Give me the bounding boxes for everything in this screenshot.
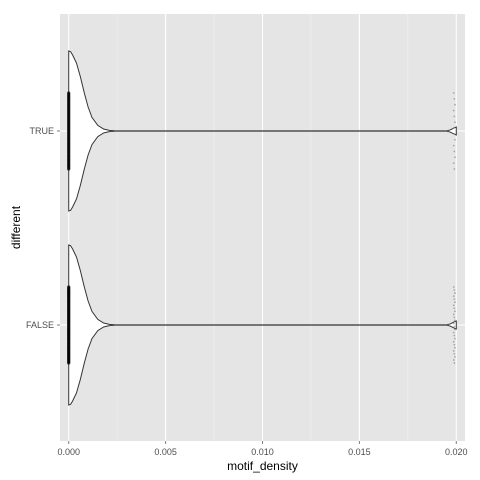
data-point (454, 301, 456, 304)
data-point (453, 343, 456, 346)
x-axis-ticks: 0.000 0.005 0.010 0.015 0.020 (57, 441, 468, 457)
data-point (453, 133, 456, 135)
data-point (454, 328, 456, 331)
data-point (452, 109, 455, 112)
violins (68, 50, 457, 406)
data-point (453, 325, 456, 328)
x-tick-label: 0.000 (57, 447, 80, 457)
data-point (453, 307, 456, 310)
data-point (67, 167, 71, 171)
x-axis-title: motif_density (227, 459, 298, 473)
data-point (452, 162, 455, 165)
data-point (452, 349, 455, 352)
data-points (67, 91, 456, 365)
data-point (454, 138, 456, 141)
y-axis-title: different (9, 205, 23, 249)
violin-false (68, 244, 457, 406)
data-point (452, 92, 455, 94)
data-point (453, 168, 456, 170)
data-point (452, 127, 455, 129)
data-point (452, 331, 455, 334)
data-point (454, 121, 456, 124)
data-point (454, 346, 456, 349)
data-point (67, 361, 71, 365)
data-point (452, 295, 455, 298)
data-point (454, 319, 456, 322)
data-point (453, 362, 456, 364)
data-point (453, 115, 456, 118)
data-point (454, 356, 456, 358)
data-point (454, 337, 456, 340)
data-point (453, 334, 456, 337)
data-point (453, 150, 456, 153)
data-point (452, 313, 455, 316)
data-point (453, 289, 456, 291)
y-axis-ticks: TRUE FALSE (26, 126, 60, 330)
data-point (452, 340, 455, 343)
data-point (453, 97, 456, 100)
x-tick-label: 0.020 (445, 447, 468, 457)
data-point (452, 322, 455, 325)
data-point (454, 310, 456, 313)
data-point (453, 352, 456, 355)
data-point (454, 292, 456, 294)
data-point (452, 304, 455, 307)
data-point (453, 298, 456, 301)
x-tick-label: 0.015 (348, 447, 371, 457)
y-tick-label: TRUE (30, 126, 55, 136)
data-point (454, 103, 456, 106)
violin-true (68, 50, 457, 212)
y-tick-label: FALSE (26, 320, 54, 330)
data-point (452, 286, 455, 288)
data-point (454, 156, 456, 159)
data-point (453, 316, 456, 319)
x-tick-label: 0.010 (251, 447, 274, 457)
data-point (452, 359, 455, 361)
data-point (452, 144, 455, 147)
x-tick-label: 0.005 (154, 447, 177, 457)
